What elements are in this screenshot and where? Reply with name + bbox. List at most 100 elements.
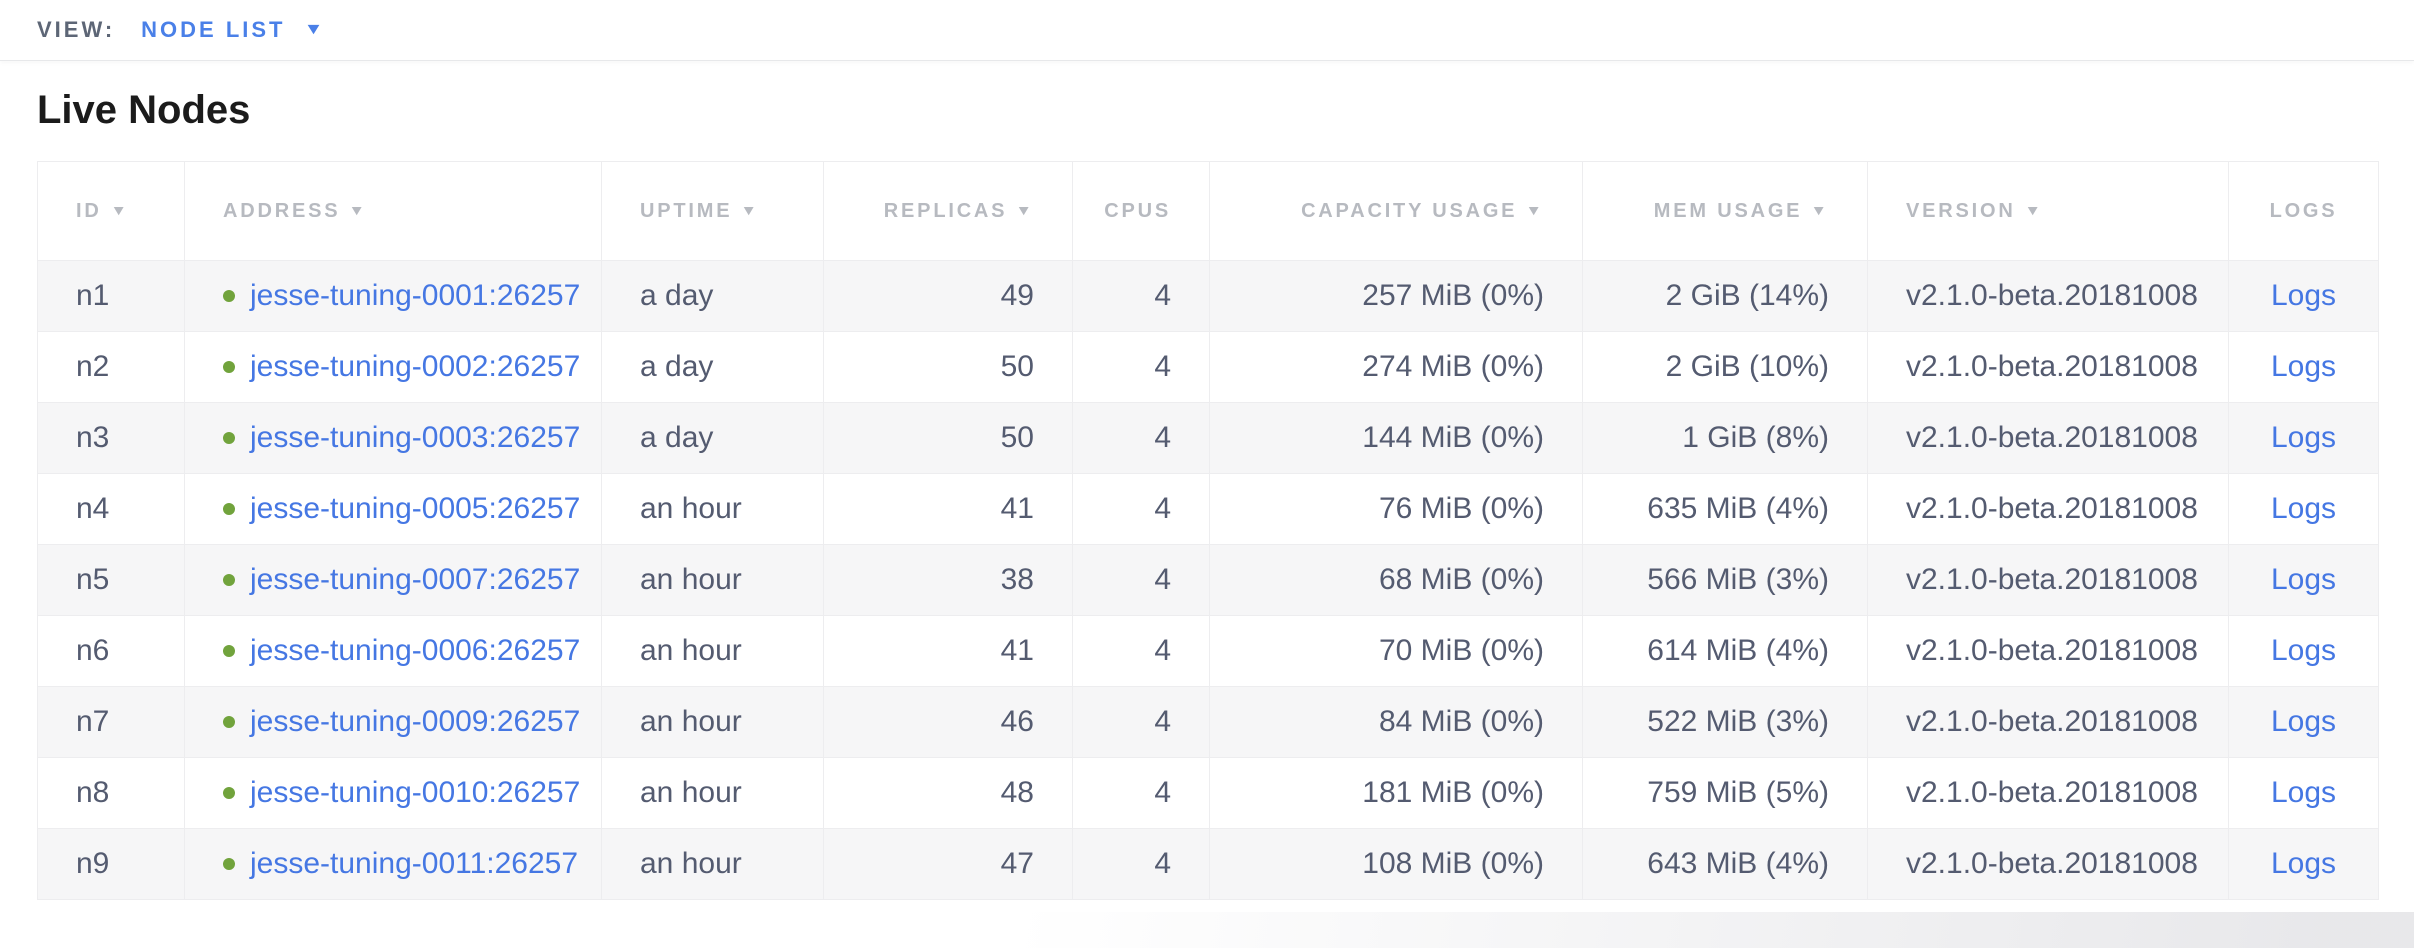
view-bar: VIEW: NODE LIST ▼ [0,0,2414,61]
cell-node-id: n5 [37,544,185,616]
table-header-row: ID ▼ ADDRESS ▼ UPTIME ▼ REPLICAS ▼ CPUS CAPA… [37,161,2379,261]
sort-desc-icon: ▼ [1525,201,1546,218]
node-address-link[interactable]: jesse-tuning-0009:26257 [250,705,581,738]
node-address-link[interactable]: jesse-tuning-0011:26257 [250,847,579,880]
view-selector-value: NODE LIST [141,17,286,42]
node-live-status-icon [223,432,235,444]
table-row: n9 jesse-tuning-0011:26257 an hour 47 4 … [37,828,2379,900]
col-header-version[interactable]: VERSION ▼ [1867,161,2229,261]
logs-link[interactable]: Logs [2270,563,2337,596]
cell-replicas: 50 [823,331,1073,403]
cell-capacity-usage: 70 MiB (0%) [1209,615,1583,687]
cell-address: jesse-tuning-0003:26257 [184,402,602,474]
table-row: n3 jesse-tuning-0003:26257 a day 50 4 14… [37,402,2379,474]
view-selector-dropdown[interactable]: NODE LIST ▼ [141,17,324,43]
cell-uptime: an hour [601,686,824,758]
node-live-status-icon [223,574,235,586]
logs-link[interactable]: Logs [2270,279,2337,312]
chevron-down-icon: ▼ [303,21,327,38]
cell-logs: Logs [2228,757,2379,829]
cell-cpus: 4 [1072,615,1210,687]
table-row: n4 jesse-tuning-0005:26257 an hour 41 4 … [37,473,2379,545]
cell-uptime: a day [601,331,824,403]
cell-node-id: n7 [37,686,185,758]
table-row: n8 jesse-tuning-0010:26257 an hour 48 4 … [37,757,2379,829]
live-nodes-table: ID ▼ ADDRESS ▼ UPTIME ▼ REPLICAS ▼ CPUS CAPA… [37,161,2379,900]
cell-cpus: 4 [1072,260,1210,332]
logs-link[interactable]: Logs [2270,421,2337,454]
col-header-cpus[interactable]: CPUS [1072,161,1210,261]
col-header-label: VERSION [1906,199,2016,222]
col-header-capacity-usage[interactable]: CAPACITY USAGE ▼ [1209,161,1583,261]
cell-cpus: 4 [1072,828,1210,900]
cell-replicas: 50 [823,402,1073,474]
col-header-label: ADDRESS [223,199,341,222]
cell-version: v2.1.0-beta.20181008 [1867,615,2229,687]
logs-link[interactable]: Logs [2270,705,2337,738]
col-header-replicas[interactable]: REPLICAS ▼ [823,161,1073,261]
col-header-uptime[interactable]: UPTIME ▼ [601,161,824,261]
col-header-address[interactable]: ADDRESS ▼ [184,161,602,261]
table-row: n6 jesse-tuning-0006:26257 an hour 41 4 … [37,615,2379,687]
cell-version: v2.1.0-beta.20181008 [1867,402,2229,474]
logs-link[interactable]: Logs [2270,492,2337,525]
table-row: n5 jesse-tuning-0007:26257 an hour 38 4 … [37,544,2379,616]
cell-logs: Logs [2228,473,2379,545]
cell-version: v2.1.0-beta.20181008 [1867,828,2229,900]
col-header-id[interactable]: ID ▼ [37,161,185,261]
cell-uptime: an hour [601,615,824,687]
cell-capacity-usage: 68 MiB (0%) [1209,544,1583,616]
node-address-link[interactable]: jesse-tuning-0010:26257 [250,776,581,809]
cell-logs: Logs [2228,686,2379,758]
cell-logs: Logs [2228,402,2379,474]
cell-replicas: 48 [823,757,1073,829]
col-header-label: LOGS [2269,199,2338,222]
node-address-link[interactable]: jesse-tuning-0005:26257 [250,492,581,525]
cell-address: jesse-tuning-0001:26257 [184,260,602,332]
node-address-link[interactable]: jesse-tuning-0002:26257 [250,350,581,383]
col-header-label: UPTIME [640,199,733,222]
cell-mem-usage: 522 MiB (3%) [1582,686,1868,758]
cell-mem-usage: 566 MiB (3%) [1582,544,1868,616]
cell-address: jesse-tuning-0005:26257 [184,473,602,545]
logs-link[interactable]: Logs [2270,776,2337,809]
cell-node-id: n8 [37,757,185,829]
table-row: n1 jesse-tuning-0001:26257 a day 49 4 25… [37,260,2379,332]
cell-cpus: 4 [1072,473,1210,545]
cell-cpus: 4 [1072,331,1210,403]
cell-version: v2.1.0-beta.20181008 [1867,686,2229,758]
node-address-link[interactable]: jesse-tuning-0003:26257 [250,421,581,454]
sort-desc-icon: ▼ [109,201,130,218]
cell-uptime: a day [601,260,824,332]
cell-logs: Logs [2228,615,2379,687]
cell-mem-usage: 643 MiB (4%) [1582,828,1868,900]
node-address-link[interactable]: jesse-tuning-0007:26257 [250,563,581,596]
sort-desc-icon: ▼ [1015,201,1036,218]
cell-cpus: 4 [1072,402,1210,474]
col-header-label: CAPACITY USAGE [1301,199,1518,222]
table-row: n7 jesse-tuning-0009:26257 an hour 46 4 … [37,686,2379,758]
cell-uptime: an hour [601,757,824,829]
cell-capacity-usage: 84 MiB (0%) [1209,686,1583,758]
cell-version: v2.1.0-beta.20181008 [1867,260,2229,332]
col-header-mem-usage[interactable]: MEM USAGE ▼ [1582,161,1868,261]
col-header-label: REPLICAS [883,199,1008,222]
node-live-status-icon [223,716,235,728]
cell-uptime: a day [601,402,824,474]
cell-uptime: an hour [601,544,824,616]
node-address-link[interactable]: jesse-tuning-0006:26257 [250,634,581,667]
cell-replicas: 41 [823,615,1073,687]
cell-node-id: n3 [37,402,185,474]
cell-logs: Logs [2228,828,2379,900]
logs-link[interactable]: Logs [2270,847,2337,880]
cell-capacity-usage: 181 MiB (0%) [1209,757,1583,829]
logs-link[interactable]: Logs [2270,350,2337,383]
node-live-status-icon [223,503,235,515]
cell-address: jesse-tuning-0011:26257 [184,828,602,900]
logs-link[interactable]: Logs [2270,634,2337,667]
cell-address: jesse-tuning-0009:26257 [184,686,602,758]
node-live-status-icon [223,645,235,657]
cell-logs: Logs [2228,544,2379,616]
sort-desc-icon: ▼ [2023,201,2044,218]
node-address-link[interactable]: jesse-tuning-0001:26257 [250,279,581,312]
